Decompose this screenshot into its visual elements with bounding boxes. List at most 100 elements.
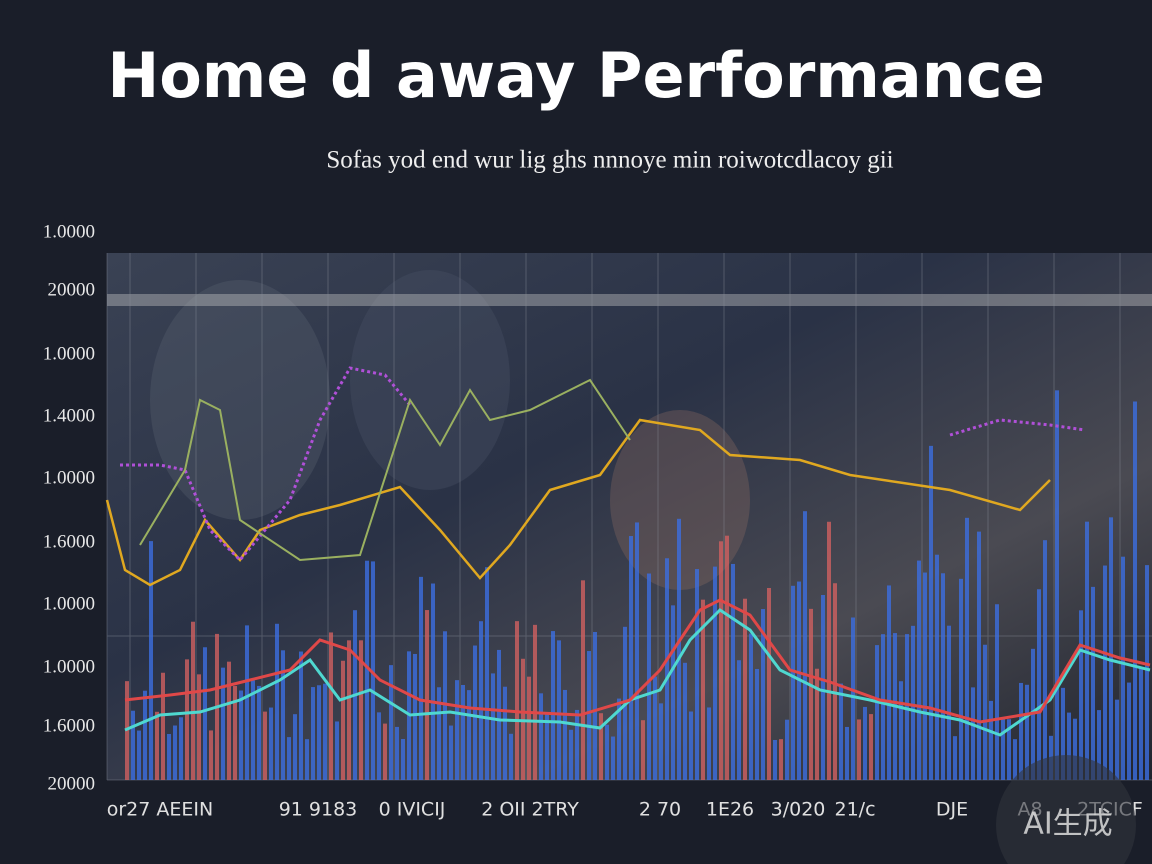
decor-bar xyxy=(647,573,651,780)
decor-bar xyxy=(875,645,879,780)
decor-bar xyxy=(971,687,975,780)
decor-bar xyxy=(779,739,783,780)
decor-bar xyxy=(293,714,297,780)
decor-bar xyxy=(881,634,885,780)
decor-bar xyxy=(161,672,165,780)
decor-bar xyxy=(677,518,681,780)
decor-bar xyxy=(1055,390,1059,780)
decor-bar xyxy=(263,711,267,780)
decor-bar xyxy=(707,707,711,780)
decor-bar xyxy=(593,631,597,780)
decor-bar xyxy=(209,730,213,780)
decor-bar xyxy=(197,674,201,780)
photo-blur xyxy=(350,270,510,490)
decor-bar xyxy=(683,662,687,780)
decor-bar xyxy=(227,661,231,780)
decor-bar xyxy=(713,566,717,780)
decor-bar xyxy=(389,665,393,780)
decor-bar xyxy=(917,560,921,780)
decor-bar xyxy=(1037,589,1041,780)
decor-bar xyxy=(653,676,657,780)
decor-bar xyxy=(485,567,489,780)
decor-bar xyxy=(755,668,759,780)
decor-bar xyxy=(617,698,621,780)
decor-bar xyxy=(515,621,519,780)
decor-bar xyxy=(911,625,915,780)
decor-bar xyxy=(137,730,141,780)
decor-bar xyxy=(359,640,363,780)
decor-bar xyxy=(131,710,135,780)
decor-bar xyxy=(461,684,465,780)
decor-bar xyxy=(1067,712,1071,780)
decor-bar xyxy=(629,536,633,780)
red-line xyxy=(124,598,1151,724)
decor-bar xyxy=(977,531,981,780)
decor-bar xyxy=(509,733,513,780)
decor-bar xyxy=(635,522,639,780)
decor-bar xyxy=(575,709,579,780)
decor-bar xyxy=(239,690,243,780)
decor-bar xyxy=(203,647,207,780)
decor-bar xyxy=(1121,556,1125,780)
decor-bar xyxy=(1007,719,1011,780)
decor-bar xyxy=(989,700,993,780)
purple-line xyxy=(949,418,1086,437)
decor-bar xyxy=(1091,586,1095,780)
decor-bar xyxy=(1133,401,1137,780)
decor-bar xyxy=(1097,710,1101,780)
decor-bar xyxy=(1139,667,1143,780)
decor-bar xyxy=(839,683,843,780)
decor-bar xyxy=(935,554,939,780)
decor-bar xyxy=(941,573,945,780)
decor-bar xyxy=(341,660,345,780)
cyan-line xyxy=(124,608,1151,737)
y-axis-label: 1.0000 xyxy=(43,656,95,677)
y-axis-label: 20000 xyxy=(48,279,96,300)
decor-bar xyxy=(803,511,807,780)
decor-bar xyxy=(947,625,951,780)
decor-bar xyxy=(527,676,531,780)
decor-bar xyxy=(671,605,675,780)
decor-bar xyxy=(701,599,705,780)
y-axis-labels: 1.0000 20000 1.0000 1.4000 1.0000 1.6000 1.000… xyxy=(43,221,95,794)
decor-bar xyxy=(929,445,933,780)
decor-bar xyxy=(431,583,435,780)
y-axis-label: 1.4000 xyxy=(43,405,95,426)
decor-bar xyxy=(569,729,573,780)
decor-bar xyxy=(719,541,723,780)
decor-bar xyxy=(1019,682,1023,780)
decor-bar xyxy=(767,587,771,780)
decor-bar xyxy=(479,621,483,780)
decor-bar xyxy=(845,726,849,780)
decor-bar xyxy=(281,650,285,780)
decor-bar xyxy=(581,580,585,780)
decor-bar xyxy=(743,598,747,780)
yellow-line xyxy=(105,418,1051,587)
photo-blur xyxy=(150,280,330,520)
decor-bar xyxy=(191,621,195,780)
decor-bar xyxy=(185,659,189,780)
decor-bar xyxy=(761,609,765,780)
decor-bar xyxy=(299,651,303,780)
decor-bar xyxy=(365,560,369,780)
decor-bar xyxy=(1103,565,1107,780)
decor-bar xyxy=(329,632,333,780)
decor-bar xyxy=(257,685,261,780)
decor-bar xyxy=(1025,684,1029,780)
decor-bar xyxy=(401,738,405,780)
decor-bar xyxy=(371,561,375,780)
decor-bar xyxy=(539,693,543,780)
y-axis-label: 1.0000 xyxy=(43,593,95,614)
x-axis-label: 2 OII 2TRY xyxy=(481,799,579,821)
decor-bar xyxy=(317,685,321,780)
x-axis-label: 3/020 xyxy=(771,799,826,821)
subtitle: Sofas yod end wur lig ghs nnnoye min roi… xyxy=(326,147,893,174)
decor-bar xyxy=(563,689,567,780)
decor-bar xyxy=(269,707,273,780)
decor-bar xyxy=(605,724,609,780)
decor-bar xyxy=(995,604,999,780)
y-axis-label: 20000 xyxy=(48,773,96,794)
decor-bar xyxy=(305,739,309,780)
decor-bar xyxy=(419,576,423,780)
decor-bar xyxy=(1043,540,1047,780)
